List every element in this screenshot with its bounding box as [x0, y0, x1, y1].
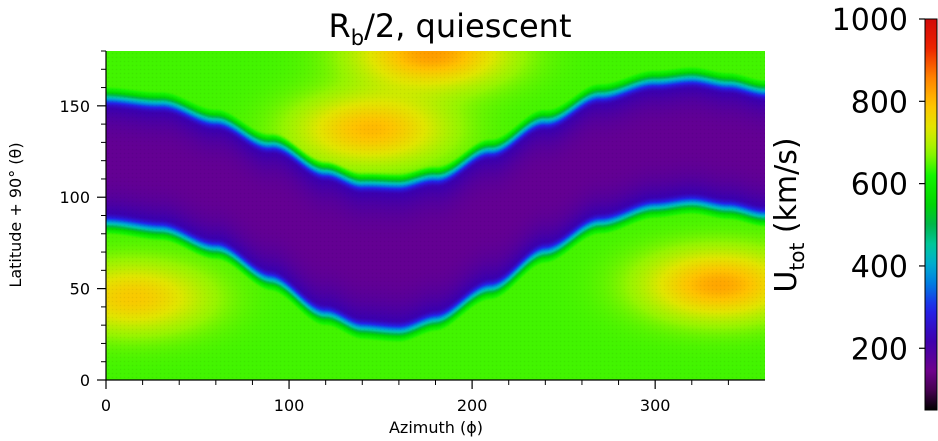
x-tick-label: 100 [274, 396, 305, 415]
colorbar-label-subscript: tot [785, 243, 809, 271]
colorbar-tick-label: 1000 [832, 3, 908, 38]
colorbar-label: Utot (km/s) [769, 137, 809, 292]
x-tick-label: 200 [457, 396, 488, 415]
colorbar-tick-label: 400 [851, 250, 908, 285]
colorbar-ticks: 200 400 600 800 1000 [832, 3, 925, 367]
y-tick-label: 100 [59, 188, 90, 207]
y-tick-label: 150 [59, 97, 90, 116]
x-ticks: 0 100 200 300 [101, 380, 729, 415]
y-ticks: 0 50 100 150 [59, 50, 106, 390]
colorbar-tick-label: 800 [851, 85, 908, 120]
x-tick-label: 0 [101, 396, 111, 415]
x-tick-label: 300 [640, 396, 671, 415]
x-axis-label: Azimuth (ϕ) [389, 418, 483, 437]
y-tick-label: 50 [70, 280, 90, 299]
colorbar [924, 18, 938, 411]
colorbar-tick-label: 200 [851, 332, 908, 367]
y-tick-label: 0 [80, 371, 90, 390]
heatmap-area [106, 51, 765, 380]
colorbar-tick-label: 600 [851, 168, 908, 203]
chart-title-subscript: b [351, 26, 364, 50]
chart-title: Rb/2, quiescent [328, 7, 571, 50]
y-axis-label: Latitude + 90° (θ) [6, 142, 25, 287]
heatmap-canvas [106, 51, 765, 380]
